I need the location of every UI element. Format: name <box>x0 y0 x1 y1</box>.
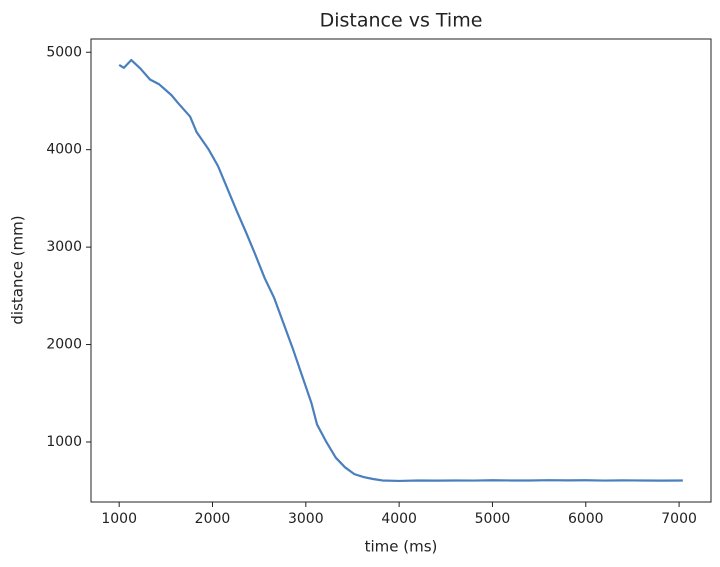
y-tick-label: 2000 <box>46 337 82 353</box>
x-tick-label: 4000 <box>381 511 417 527</box>
x-axis-label: time (ms) <box>365 538 438 556</box>
chart-title: Distance vs Time <box>320 10 483 32</box>
x-tick-label: 6000 <box>568 511 604 527</box>
y-tick-label: 3000 <box>46 239 82 255</box>
plot-frame <box>90 38 712 503</box>
x-tick-label: 7000 <box>661 511 697 527</box>
x-tick-label: 5000 <box>475 511 511 527</box>
x-tick-label: 3000 <box>288 511 324 527</box>
y-tick-label: 1000 <box>46 434 82 450</box>
data-line <box>118 58 683 483</box>
y-tick-label: 4000 <box>46 142 82 158</box>
y-axis-label: distance (mm) <box>9 215 27 324</box>
x-tick-label: 1000 <box>101 511 137 527</box>
x-tick-label: 2000 <box>195 511 231 527</box>
y-tick-label: 5000 <box>46 44 82 60</box>
